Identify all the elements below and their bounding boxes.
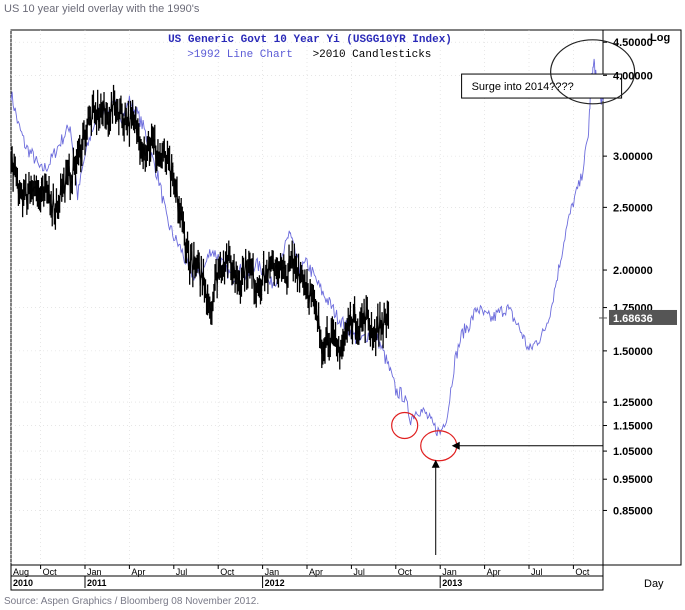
chart-title: US Generic Govt 10 Year Yi (USGG10YR Ind… xyxy=(168,34,452,46)
y-tick-label: 1.05000 xyxy=(613,446,653,458)
x-tick-label: Apr xyxy=(131,567,145,577)
x-tick-label: Oct xyxy=(220,567,235,577)
year-tick-label: 2012 xyxy=(265,578,285,588)
y-tick-label: 2.00000 xyxy=(613,265,653,277)
last-value-badge xyxy=(609,309,677,325)
x-tick-label: Jan xyxy=(265,567,280,577)
x-tick-label: Oct xyxy=(43,567,58,577)
plot-area xyxy=(10,29,682,591)
y-tick-label: 1.25000 xyxy=(613,397,653,409)
y-tick-label: 4.50000 xyxy=(613,37,653,49)
year-tick-label: 2013 xyxy=(442,578,462,588)
series-candles-2010 xyxy=(10,84,390,370)
x-tick-label: Aug xyxy=(13,567,29,577)
callout-box xyxy=(461,73,623,99)
legend-candle-series: >2010 Candlesticks xyxy=(313,49,432,61)
x-tick-label: Apr xyxy=(487,567,501,577)
year-tick-label: 2011 xyxy=(87,578,107,588)
last-value-label: 1.68636 xyxy=(613,313,653,325)
y-tick-label: 0.85000 xyxy=(613,505,653,517)
arrow-left-head xyxy=(451,441,460,450)
y-axis-panel xyxy=(602,29,682,566)
legend-line-series: >1992 Line Chart xyxy=(187,49,293,61)
x-tick-label: Oct xyxy=(398,567,413,577)
callout-text: Surge into 2014???? xyxy=(472,81,574,93)
y-tick-label: 3.00000 xyxy=(613,151,653,163)
y-tick-label: 2.50000 xyxy=(613,202,653,214)
scale-label: Log xyxy=(650,32,670,44)
y-tick-label: 1.50000 xyxy=(613,346,653,358)
y-tick-label: 4.00000 xyxy=(613,70,653,82)
x-tick-label: Oct xyxy=(575,567,590,577)
year-tick-label: 2010 xyxy=(13,578,33,588)
highlight-ellipse xyxy=(550,39,636,105)
x-tick-label: Jul xyxy=(353,567,365,577)
series-layer xyxy=(10,58,604,437)
page-title: US 10 year yield overlay with the 1990's xyxy=(4,3,200,15)
x-tick-label: Jul xyxy=(531,567,543,577)
axis-layer: 4.500004.000003.000002.500002.000001.750… xyxy=(10,37,677,588)
y-tick-label: 0.95000 xyxy=(613,474,653,486)
x-tick-label: Jul xyxy=(176,567,188,577)
x-tick-label: Apr xyxy=(309,567,323,577)
series-candle-path xyxy=(10,94,389,358)
y-tick-label: 1.15000 xyxy=(613,421,653,433)
highlight-ellipse xyxy=(391,411,419,440)
arrow-up-head xyxy=(431,459,440,468)
x-tick-label: Jan xyxy=(87,567,102,577)
x-tick-label: Jan xyxy=(442,567,457,577)
period-label: Day xyxy=(644,578,664,590)
source-note: Source: Aspen Graphics / Bloomberg 08 No… xyxy=(4,596,260,607)
annotation-layer: Surge into 2014???? xyxy=(391,39,636,555)
